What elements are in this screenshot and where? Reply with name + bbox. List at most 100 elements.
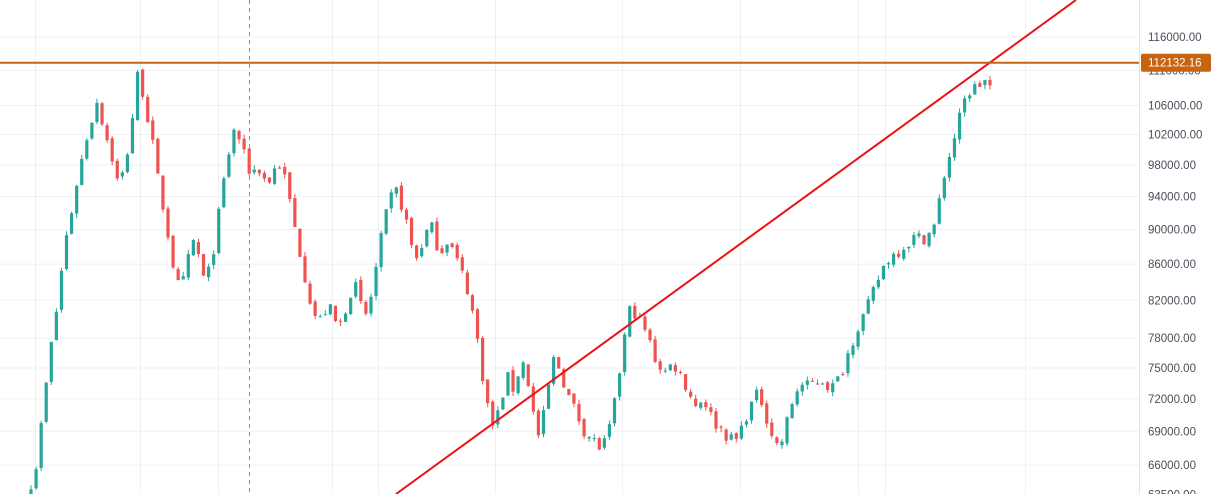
candle-body xyxy=(486,379,490,404)
candle-body xyxy=(135,71,140,121)
candle-body xyxy=(699,402,703,408)
candle-body xyxy=(633,305,637,319)
candle-body xyxy=(815,383,820,385)
candle-body xyxy=(567,389,571,396)
candle-body xyxy=(886,263,891,265)
candle-body xyxy=(653,339,657,362)
price-axis-tick-label: 69000.00 xyxy=(1148,426,1196,438)
candle-body xyxy=(754,389,759,401)
candle-body xyxy=(435,221,439,251)
candle-body xyxy=(552,357,556,384)
price-axis-tick-label: 82000.00 xyxy=(1148,295,1196,307)
candle-body xyxy=(897,253,901,257)
candle-body xyxy=(425,229,429,247)
candle-body xyxy=(841,374,845,376)
candle-body xyxy=(171,235,175,268)
candle-body xyxy=(673,365,678,372)
candle-body xyxy=(64,235,69,270)
candle-body xyxy=(511,370,515,392)
candle-body xyxy=(100,103,104,125)
candle-body xyxy=(69,213,74,234)
candle-body xyxy=(937,198,941,224)
candle-body xyxy=(704,402,708,408)
price-axis[interactable]: 116000.00111000.00106000.00102000.009800… xyxy=(1148,32,1202,494)
candle-body xyxy=(318,316,322,318)
candle-body xyxy=(39,423,43,468)
candle-body xyxy=(719,426,723,428)
candle-body xyxy=(125,154,130,173)
candle-body xyxy=(343,313,348,322)
candle-body xyxy=(333,305,338,322)
candle-body xyxy=(389,192,393,209)
candle-body xyxy=(409,217,414,246)
candle-body xyxy=(536,410,541,436)
candle-body xyxy=(678,371,683,373)
candle-body xyxy=(694,398,698,407)
candle-body xyxy=(191,239,195,256)
candle-body xyxy=(907,246,911,249)
candle-body xyxy=(572,393,576,404)
candle-body xyxy=(34,469,38,489)
price-level-tag-label: 112132.16 xyxy=(1148,58,1202,70)
candle-body xyxy=(607,424,612,437)
candle-body xyxy=(491,401,495,426)
candle-body xyxy=(298,228,302,257)
candle-body xyxy=(480,337,485,381)
candle-body xyxy=(805,380,809,385)
candle-body xyxy=(237,131,241,140)
trend-line[interactable] xyxy=(395,0,1077,494)
candle-body xyxy=(546,384,551,409)
candle-body xyxy=(917,233,921,237)
candle-body xyxy=(973,84,977,95)
candle-body xyxy=(881,265,886,280)
candle-body xyxy=(790,404,794,419)
candle-body xyxy=(130,118,135,154)
candle-body xyxy=(597,438,601,450)
candle-body xyxy=(531,386,535,412)
candle-body xyxy=(760,389,764,406)
candle-body xyxy=(978,83,982,87)
candle-body xyxy=(186,254,190,278)
candle-body xyxy=(587,436,591,439)
candle-body xyxy=(562,369,566,388)
candle-body xyxy=(952,138,957,158)
candle-body xyxy=(734,433,738,439)
candle-body xyxy=(460,257,464,271)
candle-body xyxy=(212,254,216,265)
candle-body xyxy=(440,248,444,254)
candle-body xyxy=(272,168,277,184)
candle-body xyxy=(891,253,896,265)
candle-body xyxy=(313,301,317,316)
candle-body xyxy=(120,172,124,177)
candle-body xyxy=(729,434,733,440)
candle-body xyxy=(927,233,931,247)
candle-body xyxy=(643,316,647,330)
price-axis-tick-label: 86000.00 xyxy=(1148,259,1196,271)
candle-body xyxy=(90,122,94,139)
candle-body xyxy=(749,401,754,421)
candle-body xyxy=(709,407,713,412)
candle-body xyxy=(557,357,561,369)
candle-body xyxy=(470,295,475,311)
candle-body xyxy=(115,160,119,179)
candle-body xyxy=(201,254,206,276)
candle-body xyxy=(968,95,972,99)
candle-body xyxy=(770,422,774,436)
candle-body xyxy=(328,304,332,315)
candle-body xyxy=(369,296,373,314)
candle-body xyxy=(283,166,287,175)
candle-body xyxy=(866,299,870,314)
candle-body xyxy=(501,397,505,410)
candle-body xyxy=(374,266,378,296)
price-level-tag-box xyxy=(1141,53,1211,72)
price-axis-tick-label: 66000.00 xyxy=(1148,460,1196,472)
candle-body xyxy=(364,301,368,314)
candle-body xyxy=(49,341,53,382)
candle-body xyxy=(394,187,398,194)
price-level-tag: 112132.16 xyxy=(1141,53,1211,72)
price-axis-tick-label: 75000.00 xyxy=(1148,363,1196,375)
candle-body xyxy=(29,489,33,494)
candle-body xyxy=(161,175,165,210)
candle-body xyxy=(450,243,454,247)
